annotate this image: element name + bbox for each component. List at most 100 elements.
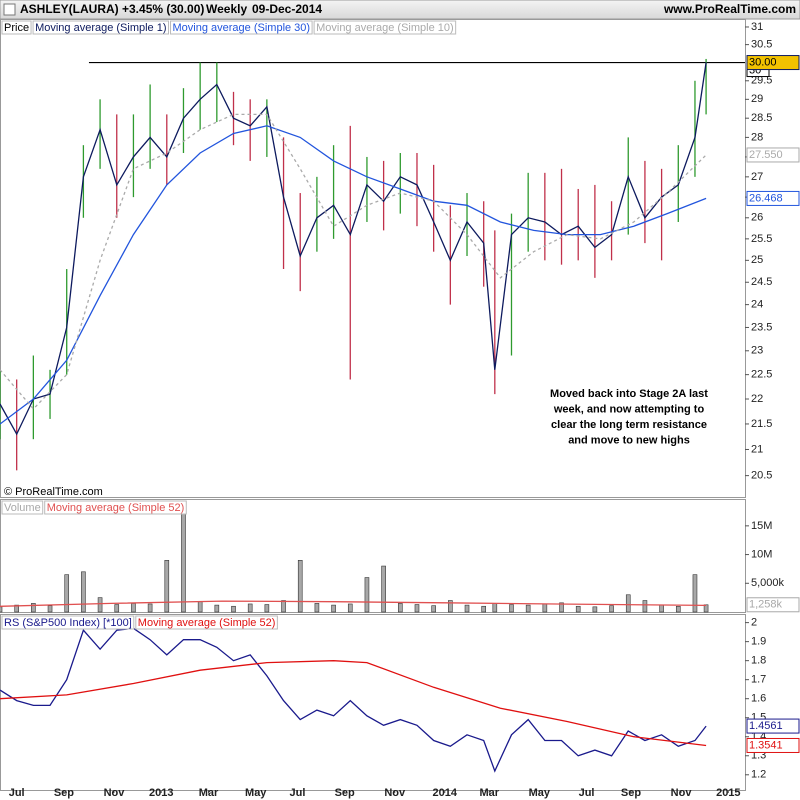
volume-bar xyxy=(381,565,386,613)
legend-label: Moving average (Simple 30) xyxy=(173,22,311,34)
last-value-box xyxy=(746,597,800,613)
x-tick-label: Jul xyxy=(289,787,305,799)
x-tick-label: Nov xyxy=(671,787,693,799)
volume-bar xyxy=(542,603,548,613)
y-tick-label: 30.5 xyxy=(751,39,772,51)
panel-frame xyxy=(0,614,746,791)
volume-bar xyxy=(297,560,303,613)
last-value-label: 26.468 xyxy=(749,192,783,204)
volume-bar xyxy=(214,604,220,613)
volume-bar xyxy=(131,603,136,613)
volume-bar xyxy=(0,606,3,613)
volume-bar xyxy=(397,603,403,613)
x-tick-label: Nov xyxy=(384,787,406,799)
legend-label: Moving average (Simple 10) xyxy=(316,22,454,34)
y-tick-label: 20.5 xyxy=(751,470,772,482)
last-value-box xyxy=(746,55,800,71)
last-value-box xyxy=(746,718,800,734)
volume-bar xyxy=(47,605,53,613)
last-value-box xyxy=(746,190,800,206)
x-tick-label: 2014 xyxy=(433,787,458,799)
volume-bar xyxy=(431,605,436,613)
legend-label: Moving average (Simple 52) xyxy=(47,502,185,514)
volume-bar xyxy=(247,603,253,613)
volume-bar xyxy=(592,606,598,613)
series-line xyxy=(0,600,707,607)
volume-bar xyxy=(31,603,36,613)
volume-bar xyxy=(231,605,236,613)
y-tick-label: 31 xyxy=(751,21,763,33)
x-tick-label: May xyxy=(529,787,551,799)
volume-bar xyxy=(675,605,681,613)
period: Weekly xyxy=(206,2,247,16)
legend-label: Moving average (Simple 52) xyxy=(138,617,276,629)
volume-bar xyxy=(525,604,531,613)
change: +3.45% (30.00) xyxy=(122,2,204,16)
x-tick-label: Nov xyxy=(104,787,126,799)
volume-bar xyxy=(197,601,203,613)
legend-box xyxy=(1,500,44,515)
last-value-label: 1,258k xyxy=(749,599,783,611)
last-value-box xyxy=(746,737,800,753)
y-tick-label: 21 xyxy=(751,443,763,455)
y-tick-label: 25 xyxy=(751,254,763,266)
symbol: ASHLEY(LAURA) xyxy=(20,2,119,16)
legend-box xyxy=(170,20,313,35)
legend-box xyxy=(135,615,278,630)
series-line xyxy=(0,125,707,425)
volume-bar xyxy=(164,560,170,613)
legend-label: RS (S&P500 Index) [*100] xyxy=(4,617,132,629)
y-tick-label: 1.2 xyxy=(751,769,766,781)
y-tick-label: 2 xyxy=(751,617,757,629)
last-value-label: 1.3541 xyxy=(749,739,783,751)
y-tick-label: 29.5 xyxy=(751,75,772,87)
y-tick-label: 28 xyxy=(751,131,763,143)
y-tick-label: 1.9 xyxy=(751,636,766,648)
volume-bar xyxy=(448,600,453,613)
volume-bar xyxy=(147,603,153,613)
site: www.ProRealTime.com xyxy=(663,2,796,16)
volume-bar xyxy=(492,603,498,613)
y-tick-label: 15M xyxy=(751,520,772,532)
date: 09-Dec-2014 xyxy=(252,2,322,16)
y-tick-label: 26 xyxy=(751,212,763,224)
volume-bar xyxy=(414,604,420,613)
x-tick-label: May xyxy=(245,787,267,799)
x-tick-label: Jul xyxy=(9,787,25,799)
x-tick-label: Sep xyxy=(621,787,641,799)
y-tick-label: 22.5 xyxy=(751,369,772,381)
volume-bar xyxy=(509,604,514,613)
legend-box xyxy=(1,20,32,35)
volume-bar xyxy=(281,600,286,613)
volume-bar xyxy=(625,594,631,613)
series-line xyxy=(0,660,707,747)
volume-bar xyxy=(314,603,320,613)
legend-label: Moving average (Simple 1) xyxy=(35,22,166,34)
volume-bar xyxy=(575,605,581,613)
volume-bar xyxy=(559,602,564,613)
volume-bar xyxy=(264,604,270,613)
volume-bar xyxy=(364,577,370,613)
panel-frame xyxy=(0,19,746,498)
volume-bar xyxy=(692,574,698,613)
x-tick-label: Sep xyxy=(54,787,74,799)
symbol-icon xyxy=(3,3,16,16)
series-line xyxy=(0,627,707,773)
volume-bar xyxy=(609,605,614,613)
annotation: and move to new highs xyxy=(568,434,690,446)
x-tick-label: 2013 xyxy=(149,787,173,799)
y-tick-label: 27 xyxy=(751,171,763,183)
volume-bar xyxy=(64,574,70,613)
y-tick-label: 22 xyxy=(751,393,763,405)
last-value-label: 30.00 xyxy=(749,56,777,68)
y-tick-label: 24.5 xyxy=(751,276,772,288)
y-tick-label: 24 xyxy=(751,299,763,311)
panel-frame xyxy=(0,499,746,613)
last-value-box xyxy=(746,147,800,163)
y-tick-label: 23 xyxy=(751,345,763,357)
volume-bar xyxy=(331,604,336,613)
y-tick-label: 25.5 xyxy=(751,233,772,245)
annotation: clear the long term resistance xyxy=(551,419,707,431)
